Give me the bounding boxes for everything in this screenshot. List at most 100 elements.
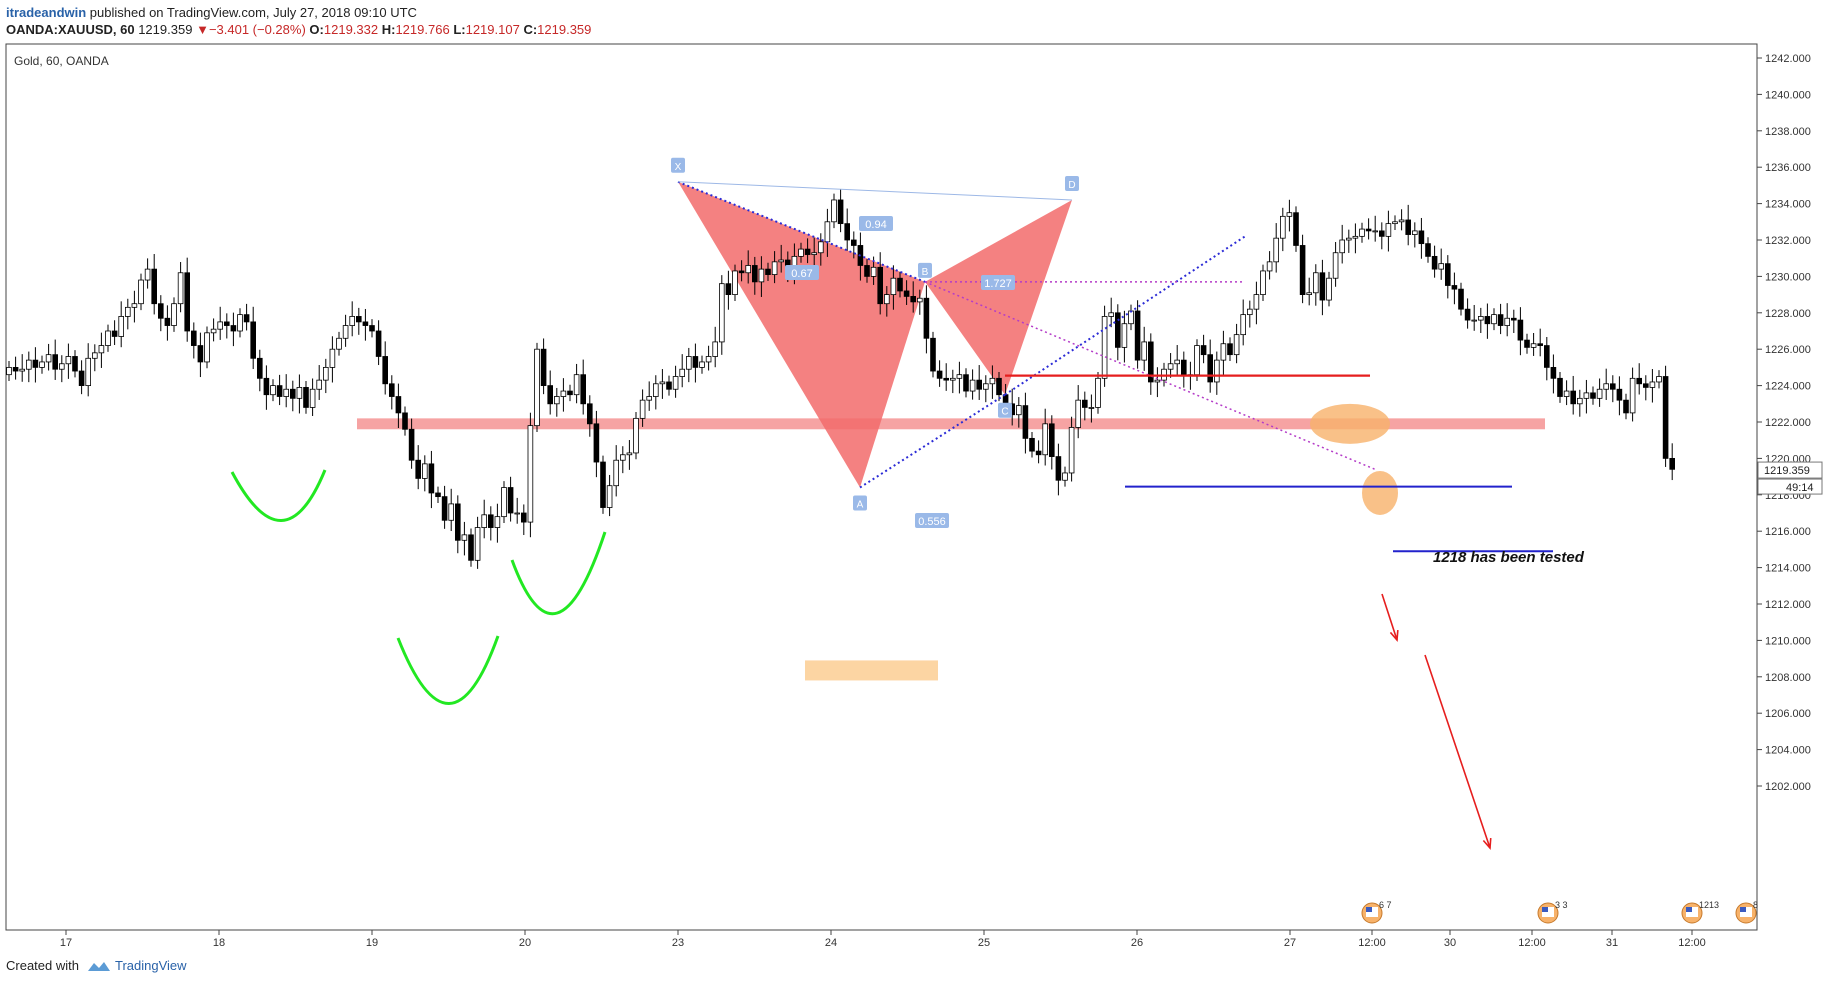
y-tick-label: 1230.000: [1765, 271, 1811, 283]
candle-body: [712, 341, 718, 357]
candle-body: [336, 337, 342, 350]
arrow-down-short: [1381, 593, 1398, 641]
candle-body: [1412, 230, 1418, 235]
candle-body: [1319, 272, 1326, 301]
low-value: 1219.107: [465, 22, 520, 37]
candles: [6, 189, 1676, 569]
candle-body: [818, 241, 824, 254]
candle-body: [1326, 277, 1332, 301]
last-price-tag-label: 1219.359: [1764, 465, 1810, 477]
candle-body: [686, 356, 692, 370]
candle-body: [395, 396, 402, 414]
candle-body: [349, 316, 355, 326]
candle-body: [1220, 343, 1227, 361]
candle-body: [448, 503, 454, 521]
candle-body: [950, 377, 956, 381]
candle-body: [1174, 359, 1181, 365]
candle-body: [573, 374, 580, 396]
candle-body: [864, 265, 870, 277]
candle-body: [1088, 407, 1095, 409]
ratio-xd-label-badge: [859, 216, 893, 231]
candle-body: [1062, 472, 1068, 481]
price-change: −3.401 (−0.28%): [208, 22, 306, 37]
candle-body: [125, 306, 131, 317]
candle-body: [870, 266, 877, 277]
y-tick-label: 1224.000: [1765, 381, 1811, 393]
author-name[interactable]: itradeandwin: [6, 5, 87, 20]
publish-info: published on TradingView.com, July 27, 2…: [86, 5, 417, 20]
arrow-down-long-head: [1482, 837, 1492, 850]
y-tick-label: 1228.000: [1765, 308, 1811, 320]
candle-body: [388, 383, 395, 397]
candle-body: [98, 345, 105, 354]
candle-body: [1544, 345, 1550, 368]
candle-body: [1207, 354, 1214, 383]
y-tick-label: 1202.000: [1765, 781, 1811, 793]
candle-body: [1629, 377, 1636, 414]
candle-body: [983, 383, 989, 390]
candle-body: [270, 385, 276, 396]
candle-body: [679, 368, 685, 377]
ac-line: [859, 393, 1006, 489]
y-tick-label: 1240.000: [1765, 89, 1811, 101]
event-badge-1-count: 6 7: [1379, 900, 1392, 910]
x-tick-label: 17: [60, 937, 72, 949]
created-with-label: Created with: [6, 958, 79, 973]
candle-body: [1425, 243, 1431, 257]
candle-body: [1445, 263, 1451, 286]
candle-body: [217, 321, 224, 330]
candle-body: [1392, 221, 1398, 225]
candle-body: [316, 379, 322, 390]
candle-body: [243, 314, 250, 323]
time-axis: 17 18 19 20 23 24 25 26 27 12:00 30 12:00 31 12:00: [60, 930, 1706, 949]
candle-body: [547, 385, 553, 405]
tradingview-link[interactable]: TradingView: [114, 958, 187, 973]
candle-body: [177, 272, 184, 305]
candle-body: [230, 325, 237, 332]
candle-body: [171, 303, 177, 326]
candle-body: [1306, 292, 1313, 295]
candle-body: [296, 387, 303, 399]
candle-body: [1643, 383, 1649, 388]
candle-body: [382, 356, 388, 385]
x-tick-label: 20: [519, 937, 531, 949]
price-axis: 1242.000 1240.000 1238.000 1236.000 1234.000…: [1757, 53, 1823, 793]
candle-body: [910, 296, 916, 303]
candle-body: [943, 377, 949, 381]
candle-body: [118, 316, 125, 337]
candle-body: [1478, 316, 1484, 321]
candle-body: [138, 279, 144, 305]
open-value: 1219.332: [323, 22, 379, 37]
candle-body: [441, 496, 448, 521]
candle-body: [923, 297, 930, 339]
point-b-label: B: [922, 267, 929, 278]
candle-body: [587, 403, 593, 425]
candle-body: [1200, 345, 1207, 356]
candle-body: [92, 352, 98, 359]
x-tick-label: 18: [213, 937, 225, 949]
countdown-tag: [1757, 478, 1823, 495]
point-c-label-badge: [998, 402, 1012, 418]
candle-body: [765, 268, 771, 275]
candle-body: [369, 325, 375, 332]
candle-body: [1379, 230, 1385, 237]
candle-body: [1656, 376, 1662, 383]
candle-body: [1293, 212, 1299, 246]
countdown-label: 49:14: [1786, 482, 1814, 494]
arrow-down-short-head: [1389, 629, 1399, 642]
candle-body: [963, 374, 969, 392]
tradingview-logo-icon[interactable]: TradingView: [87, 958, 187, 973]
candle-body: [1623, 399, 1629, 414]
candle-body: [1596, 388, 1603, 399]
candle-body: [65, 356, 72, 365]
point-b-label-badge: [918, 262, 932, 278]
candle-body: [527, 425, 534, 523]
candle-body: [237, 314, 243, 332]
candle-body: [19, 368, 25, 372]
candle-body: [164, 317, 171, 326]
candle-body: [1590, 392, 1596, 399]
candle-body: [421, 463, 428, 479]
event-badge-2-count: 3 3: [1555, 900, 1568, 910]
candle-body: [1134, 310, 1141, 361]
